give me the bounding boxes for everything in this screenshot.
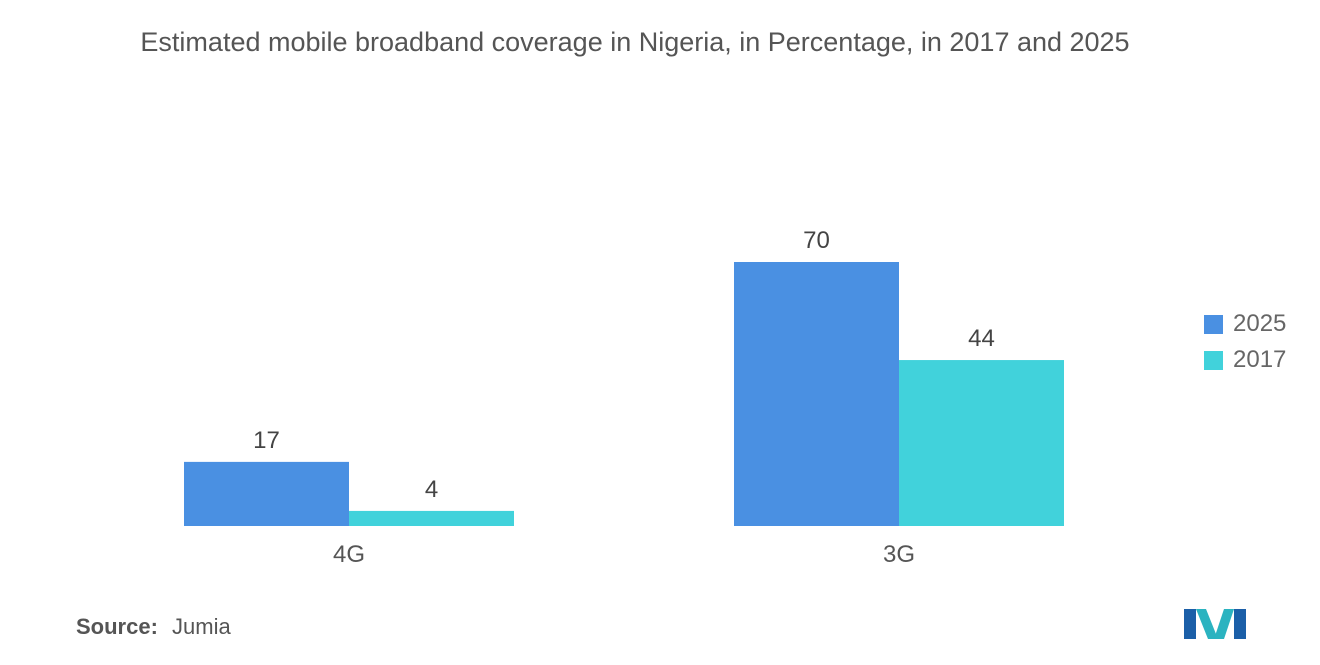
chart-legend: 2025 2017	[1204, 306, 1286, 378]
data-label-4g-2025: 17	[253, 427, 280, 454]
mordor-intelligence-logo-icon	[1184, 609, 1246, 639]
data-label-4g-2017: 4	[425, 476, 438, 503]
legend-label-2025: 2025	[1233, 310, 1287, 337]
data-label-3g-2025: 70	[803, 227, 830, 254]
legend-item-2025: 2025	[1204, 306, 1286, 342]
legend-swatch-2017	[1204, 350, 1223, 370]
bar-3g-2017	[899, 360, 1064, 526]
category-label-4g: 4G	[333, 541, 365, 568]
chart-title: Estimated mobile broadband coverage in N…	[140, 27, 1130, 57]
bar-4g-2025	[184, 461, 349, 526]
source-value: Jumia	[172, 614, 231, 639]
legend-item-2017: 2017	[1204, 342, 1286, 378]
category-label-3g: 3G	[883, 541, 915, 568]
bar-3g-2025	[734, 262, 899, 526]
legend-swatch-2025	[1204, 314, 1223, 334]
bar-4g-2017	[349, 510, 514, 526]
source-label: Source:	[76, 614, 158, 639]
data-label-3g-2017: 44	[968, 325, 995, 352]
source-note: Source: Jumia	[76, 614, 231, 640]
legend-label-2017: 2017	[1233, 346, 1287, 373]
